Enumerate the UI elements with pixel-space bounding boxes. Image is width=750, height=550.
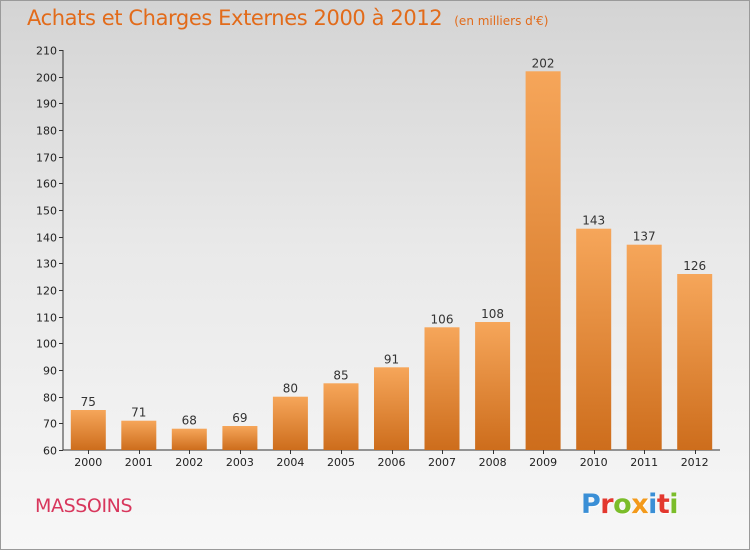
data-label: 91 bbox=[384, 352, 399, 366]
data-label: 137 bbox=[633, 230, 656, 244]
bar bbox=[70, 410, 106, 450]
y-tick-label: 80 bbox=[43, 392, 57, 405]
data-label: 85 bbox=[333, 368, 348, 382]
x-tick-label: 2006 bbox=[378, 456, 406, 469]
data-label: 106 bbox=[431, 312, 454, 326]
x-tick-label: 2004 bbox=[276, 456, 304, 469]
x-tick-label: 2011 bbox=[630, 456, 658, 469]
bar bbox=[374, 367, 409, 450]
y-tick-label: 120 bbox=[36, 285, 57, 298]
x-tick-label: 2002 bbox=[175, 456, 203, 469]
logo-letter: P bbox=[581, 489, 601, 520]
logo-letter: x bbox=[631, 489, 649, 520]
logo-letter: r bbox=[600, 489, 614, 520]
bar bbox=[576, 228, 612, 450]
logo-letter: o bbox=[613, 489, 632, 520]
data-label: 80 bbox=[283, 382, 298, 396]
chart-title: Achats et Charges Externes 2000 à 2012 (e… bbox=[27, 6, 548, 30]
bar bbox=[475, 322, 511, 450]
bar bbox=[677, 274, 713, 450]
data-label: 71 bbox=[131, 406, 146, 420]
data-label: 126 bbox=[683, 259, 706, 273]
y-tick-label: 200 bbox=[36, 72, 57, 85]
bar bbox=[525, 71, 561, 451]
logo-letter: t bbox=[656, 489, 670, 520]
y-tick-label: 190 bbox=[36, 98, 57, 111]
x-tick-label: 2008 bbox=[479, 456, 507, 469]
x-tick-label: 2005 bbox=[327, 456, 355, 469]
y-tick-label: 210 bbox=[36, 45, 57, 58]
x-tick-label: 2012 bbox=[681, 456, 709, 469]
x-tick-label: 2000 bbox=[74, 456, 102, 469]
y-tick-label: 170 bbox=[36, 152, 57, 165]
x-tick-label: 2003 bbox=[226, 456, 254, 469]
x-tick-label: 2007 bbox=[428, 456, 456, 469]
x-tick-label: 2010 bbox=[580, 456, 608, 469]
x-tick-label: 2009 bbox=[529, 456, 557, 469]
chart-title-text: Achats et Charges Externes 2000 à 2012 bbox=[27, 6, 443, 30]
data-label: 75 bbox=[81, 395, 96, 409]
y-tick-label: 160 bbox=[36, 178, 57, 191]
bar bbox=[626, 244, 662, 450]
y-tick-label: 70 bbox=[43, 418, 57, 431]
y-tick-label: 130 bbox=[36, 258, 57, 271]
y-tick-label: 110 bbox=[36, 312, 57, 325]
bars-group bbox=[70, 71, 713, 451]
data-label: 143 bbox=[582, 214, 605, 228]
bar bbox=[272, 396, 308, 450]
data-label: 69 bbox=[232, 411, 247, 425]
data-label: 108 bbox=[481, 307, 504, 321]
bar bbox=[424, 327, 460, 450]
bar bbox=[121, 420, 157, 450]
labels-group: 2000 75 2001 71 2002 68 2003 69 2004 80 2005 85 2006… bbox=[74, 56, 708, 469]
commune-name: MASSOINS bbox=[35, 495, 133, 517]
proxiti-logo: Proxiti bbox=[581, 489, 679, 520]
data-label: 68 bbox=[182, 414, 197, 428]
y-tick-label: 60 bbox=[43, 445, 57, 458]
bar bbox=[171, 428, 207, 450]
y-tick-label: 90 bbox=[43, 365, 57, 378]
data-label: 202 bbox=[532, 56, 555, 70]
y-tick-label: 100 bbox=[36, 338, 57, 351]
x-tick-label: 2001 bbox=[125, 456, 153, 469]
bar bbox=[323, 383, 359, 450]
bar bbox=[222, 426, 258, 450]
logo-letter: i bbox=[669, 489, 679, 520]
y-tick-label: 150 bbox=[36, 205, 57, 218]
logo-letter: i bbox=[648, 489, 657, 520]
y-tick-label: 180 bbox=[36, 125, 57, 138]
y-tick-label: 140 bbox=[36, 232, 57, 245]
chart-unit: (en milliers d'€) bbox=[454, 14, 549, 28]
